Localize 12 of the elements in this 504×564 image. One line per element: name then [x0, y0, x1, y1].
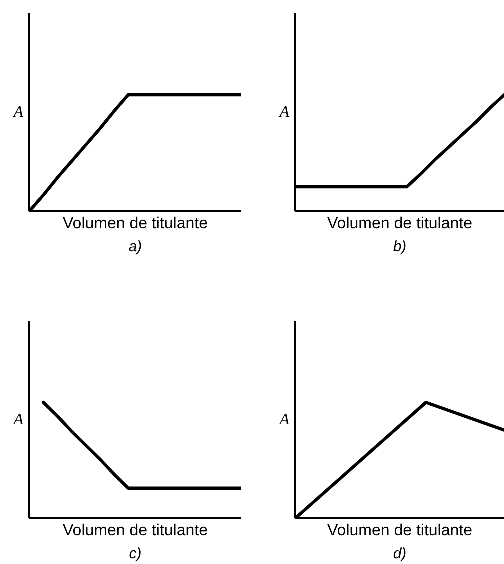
x-axis-title: Volumen de titulante — [328, 522, 473, 540]
x-axis-title: Volumen de titulante — [63, 522, 208, 540]
x-axis-title: Volumen de titulante — [63, 216, 208, 232]
text: b) — [393, 238, 407, 256]
y-axis-title: A — [278, 412, 290, 428]
y-axis-title: A — [278, 104, 290, 121]
text: a) — [128, 238, 142, 256]
x-axis-title: Volumen de titulante — [328, 216, 473, 232]
y-axis-title: A — [12, 104, 24, 121]
text: c) — [129, 546, 142, 562]
y-axis-title: A — [12, 412, 24, 428]
text: d) — [393, 546, 407, 562]
